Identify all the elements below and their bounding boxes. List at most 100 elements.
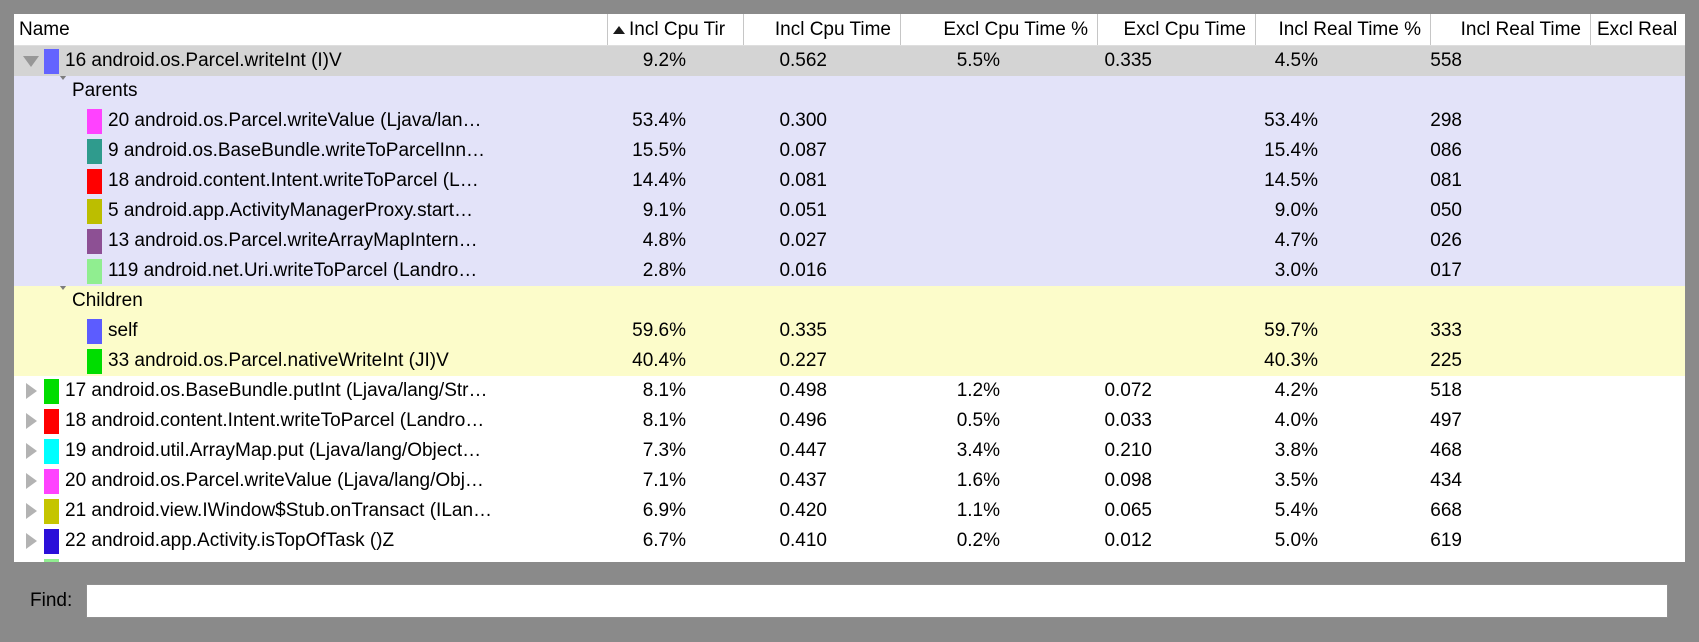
cell-incl-real-time-pct: 5.4%	[1274, 500, 1318, 521]
cell-incl-cpu-time: 0.051	[779, 200, 827, 221]
table-row[interactable]: 21 android.view.IWindow$Stub.onTransact …	[14, 496, 1685, 526]
find-input[interactable]	[86, 584, 1668, 618]
table-row[interactable]: 19 android.util.ArrayMap.put (Ljava/lang…	[14, 436, 1685, 466]
cell-excl-cpu-time: 0.033	[1104, 410, 1152, 431]
cell-incl-real-time	[1430, 286, 1590, 316]
triangle-right-icon	[25, 383, 37, 399]
table-row[interactable]: 18 android.content.Intent.writeToParcel …	[14, 406, 1685, 436]
table-row[interactable]: 16 android.os.Parcel.writeInt (I)V 9.2% 0.…	[14, 46, 1685, 76]
table-row[interactable]: 17 android.os.BaseBundle.putInt (Ljava/l…	[14, 376, 1685, 406]
name-cell: 33 android.os.Parcel.nativeWriteInt (JI)…	[14, 346, 607, 376]
cell-incl-real-time-pct: 9.0%	[1274, 200, 1318, 221]
cell-incl-real-time-pct: 3.5%	[1274, 470, 1318, 491]
column-header-excl-cpu-time-pct[interactable]: Excl Cpu Time %	[900, 14, 1097, 45]
cell-excl-cpu-time-pct	[900, 556, 1097, 562]
method-name: 16 android.os.Parcel.writeInt (I)V	[65, 50, 342, 71]
color-chip	[87, 168, 102, 194]
cell-incl-cpu-time-pct: 40.4%	[632, 350, 686, 371]
column-header-label: Incl Cpu Time	[774, 18, 891, 40]
cell-incl-cpu-time-pct: 8.1%	[642, 410, 686, 431]
cell-excl-cpu-time-pct: 1.6%	[956, 470, 1000, 491]
cell-excl-cpu-time-pct: 5.5%	[956, 50, 1000, 71]
column-header-excl-real-time[interactable]: Excl Real	[1590, 14, 1685, 45]
cell-incl-cpu-time: 0.335	[779, 320, 827, 341]
name-cell: 17 android.os.BaseBundle.putInt (Ljava/l…	[14, 376, 607, 406]
name-cell: 18 android.content.Intent.writeToParcel …	[14, 406, 607, 436]
cell-excl-cpu-time	[1097, 226, 1255, 256]
cell-excl-cpu-time-pct: 1.1%	[956, 500, 1000, 521]
method-name: 20 android.os.Parcel.writeValue (Ljava/l…	[65, 470, 484, 491]
column-header-incl-cpu-time-pct[interactable]: Incl Cpu Tir	[607, 14, 743, 45]
cell-incl-real-time: 0.017	[1430, 260, 1462, 281]
table-row[interactable]: 22 android.app.Activity.isTopOfTask ()Z 6…	[14, 526, 1685, 556]
name-cell: self	[14, 316, 607, 346]
cell-excl-real-time	[1590, 436, 1685, 466]
table-row[interactable]: 33 android.os.Parcel.nativeWriteInt (JI)…	[14, 346, 1685, 376]
cell-incl-real-time-pct: 4.0%	[1274, 410, 1318, 431]
cell-excl-cpu-time	[1097, 166, 1255, 196]
color-chip	[44, 48, 59, 74]
cell-incl-cpu-time-pct	[607, 286, 743, 316]
expand-toggle[interactable]	[22, 533, 40, 549]
cell-incl-real-time-pct: 15.4%	[1264, 140, 1318, 161]
cell-excl-cpu-time-pct: 0.5%	[956, 410, 1000, 431]
table-row[interactable]: 119 android.net.Uri.writeToParcel (Landr…	[14, 256, 1685, 286]
column-header-name[interactable]: Name	[14, 14, 607, 45]
table-row[interactable]: 20 android.os.Parcel.writeValue (Ljava/l…	[14, 106, 1685, 136]
expand-toggle[interactable]	[22, 473, 40, 489]
cell-excl-real-time	[1590, 376, 1685, 406]
table-row[interactable]: 5 android.app.ActivityManagerProxy.start…	[14, 196, 1685, 226]
triangle-right-icon	[25, 443, 37, 459]
color-chip	[87, 258, 102, 284]
cell-excl-cpu-time-pct	[900, 106, 1097, 136]
cell-incl-cpu-time-pct: 8.1%	[642, 380, 686, 401]
cell-incl-real-time: 0.026	[1430, 230, 1462, 251]
color-chip	[87, 228, 102, 254]
cell-incl-cpu-time: 0.027	[779, 230, 827, 251]
column-header-incl-real-time[interactable]: Incl Real Time	[1430, 14, 1590, 45]
name-cell: 16 android.os.Parcel.writeInt (I)V	[14, 46, 607, 76]
cell-excl-cpu-time	[1097, 106, 1255, 136]
cell-incl-real-time-pct: 4.5%	[1274, 50, 1318, 71]
column-header-excl-cpu-time[interactable]: Excl Cpu Time	[1097, 14, 1255, 45]
table-row[interactable]: 18 android.content.Intent.writeToParcel …	[14, 166, 1685, 196]
name-cell: 13 android.os.Parcel.writeArrayMapIntern…	[14, 226, 607, 256]
expand-toggle[interactable]	[22, 383, 40, 399]
cell-incl-cpu-time-pct	[607, 556, 743, 562]
expand-toggle[interactable]	[56, 76, 70, 102]
table-row[interactable]: 20 android.os.Parcel.writeValue (Ljava/l…	[14, 466, 1685, 496]
cell-excl-real-time	[1590, 496, 1685, 526]
color-chip	[87, 348, 102, 374]
expand-toggle[interactable]	[22, 55, 40, 67]
name-cell: Parents	[14, 76, 607, 106]
cell-incl-real-time: 0.298	[1430, 110, 1462, 131]
column-header-incl-real-time-pct[interactable]: Incl Real Time %	[1255, 14, 1430, 45]
column-header-incl-cpu-time[interactable]: Incl Cpu Time	[743, 14, 900, 45]
cell-incl-cpu-time: 0.437	[779, 470, 827, 491]
cell-excl-cpu-time-pct: 3.4%	[956, 440, 1000, 461]
find-label: Find:	[30, 590, 73, 611]
name-cell: 9 android.os.BaseBundle.writeToParcelInn…	[14, 136, 607, 166]
group-row[interactable]: Parents	[14, 76, 1685, 106]
expand-toggle[interactable]	[22, 413, 40, 429]
cell-excl-real-time	[1590, 556, 1685, 562]
color-chip	[44, 378, 59, 404]
cell-excl-cpu-time-pct	[900, 76, 1097, 106]
cell-excl-cpu-time	[1097, 76, 1255, 106]
expand-toggle[interactable]	[22, 443, 40, 459]
cell-excl-cpu-time: 0.012	[1104, 530, 1152, 551]
color-chip	[87, 318, 102, 344]
cell-incl-cpu-time-pct: 6.7%	[642, 530, 686, 551]
table-row[interactable]: 13 android.os.Parcel.writeArrayMapIntern…	[14, 226, 1685, 256]
table-row[interactable]: self 59.6% 0.335 59.7% 0.333	[14, 316, 1685, 346]
expand-toggle[interactable]	[56, 286, 70, 312]
cell-excl-real-time	[1590, 106, 1685, 136]
table-row[interactable]: 9 android.os.BaseBundle.writeToParcelInn…	[14, 136, 1685, 166]
expand-toggle[interactable]	[22, 503, 40, 519]
cell-excl-real-time	[1590, 286, 1685, 316]
triangle-right-icon	[25, 503, 37, 519]
table-row[interactable]	[14, 556, 1685, 562]
cell-excl-cpu-time-pct: 1.2%	[956, 380, 1000, 401]
cell-incl-cpu-time: 0.410	[779, 530, 827, 551]
group-row[interactable]: Children	[14, 286, 1685, 316]
